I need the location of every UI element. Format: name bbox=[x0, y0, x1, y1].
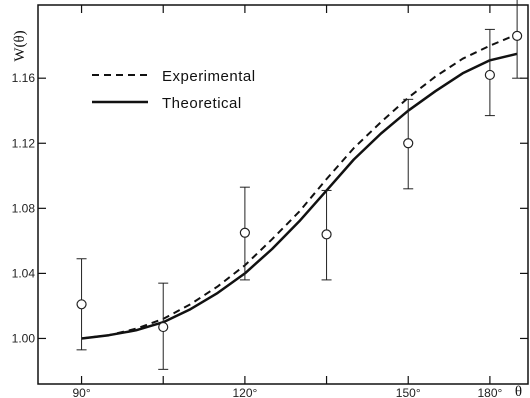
x-tick-label: 180° bbox=[477, 386, 502, 398]
series-line-theoretical bbox=[82, 54, 517, 339]
data-point bbox=[240, 228, 249, 237]
x-axis-label: θ bbox=[515, 384, 522, 398]
y-tick-label: 1.00 bbox=[12, 331, 36, 345]
x-tick-label: 120° bbox=[232, 386, 257, 398]
x-tick-label: 150° bbox=[396, 386, 421, 398]
x-tick-label: 90° bbox=[72, 386, 90, 398]
legend-label-experimental: Experimental bbox=[162, 68, 256, 85]
y-tick-label: 1.12 bbox=[12, 136, 36, 150]
plot-frame bbox=[38, 5, 528, 384]
data-point bbox=[159, 323, 168, 332]
y-tick-label: 1.08 bbox=[12, 201, 36, 215]
data-point bbox=[404, 139, 413, 148]
y-tick-label: 1.04 bbox=[12, 266, 36, 280]
y-axis-label: W(θ) bbox=[12, 30, 28, 61]
data-point bbox=[513, 31, 522, 40]
data-point bbox=[485, 70, 494, 79]
data-point bbox=[322, 230, 331, 239]
legend-label-theoretical: Theoretical bbox=[162, 95, 242, 112]
data-point bbox=[77, 300, 86, 309]
y-tick-label: 1.16 bbox=[12, 71, 36, 85]
